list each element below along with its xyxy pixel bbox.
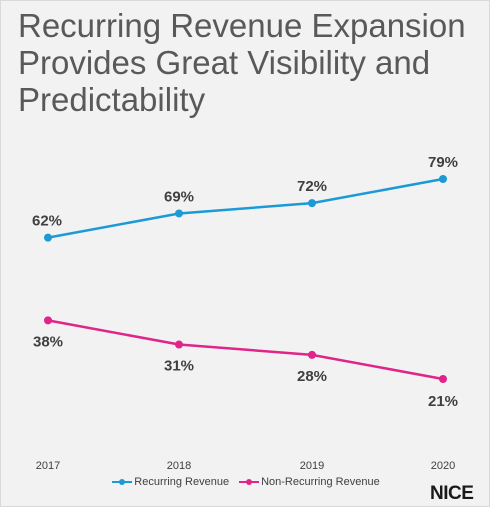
data-label: 62% xyxy=(32,213,62,230)
legend-item-non-recurring: Non-Recurring Revenue xyxy=(239,476,380,488)
legend-label-recurring: Recurring Revenue xyxy=(134,476,230,488)
legend-swatch-recurring xyxy=(112,478,133,486)
chart-legend: Recurring Revenue Non-Recurring Revenue xyxy=(1,476,489,488)
data-label: 38% xyxy=(33,333,63,350)
legend-item-recurring: Recurring Revenue xyxy=(112,476,229,488)
data-label: 79% xyxy=(428,154,458,171)
x-tick-label: 2017 xyxy=(36,460,60,472)
legend-label-non-recurring: Non-Recurring Revenue xyxy=(261,476,380,488)
x-tick-label: 2019 xyxy=(300,460,324,472)
data-label: 31% xyxy=(164,358,194,375)
data-point xyxy=(175,209,183,218)
data-point xyxy=(175,340,183,349)
legend-swatch-non-recurring xyxy=(239,478,260,486)
slide-title: Recurring Revenue Expansion Provides Gre… xyxy=(18,7,466,118)
data-label: 28% xyxy=(297,368,327,385)
data-point xyxy=(439,175,447,183)
legend-dot-non-recurring xyxy=(246,479,253,485)
data-point xyxy=(439,375,447,383)
data-point xyxy=(44,233,52,242)
data-point xyxy=(308,199,316,208)
data-point xyxy=(308,350,316,359)
x-tick-label: 2020 xyxy=(431,460,455,472)
series-line-non-recurring xyxy=(47,319,444,381)
legend-dot-recurring xyxy=(119,479,126,485)
x-tick-label: 2018 xyxy=(167,460,191,472)
nice-logo: NICE xyxy=(430,483,474,504)
data-label: 21% xyxy=(428,393,458,410)
data-point xyxy=(44,316,52,325)
data-label: 72% xyxy=(297,178,327,195)
series-line-recurring xyxy=(47,177,444,239)
data-label: 69% xyxy=(164,188,194,205)
